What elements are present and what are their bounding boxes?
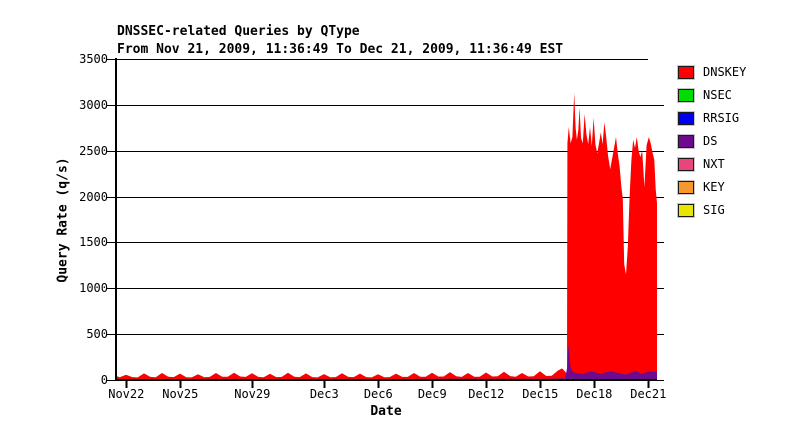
- legend-label-key: KEY: [703, 180, 725, 194]
- legend-label-nsec: NSEC: [703, 88, 732, 102]
- x-tick-label-nov25: Nov25: [162, 387, 199, 401]
- legend-label-nxt: NXT: [703, 157, 725, 171]
- legend-item-dnskey: DNSKEY: [677, 65, 747, 80]
- legend-swatch-sig: [677, 203, 695, 218]
- legend-item-ds: DS: [677, 134, 746, 149]
- chart-subtitle: From Nov 21, 2009, 11:36:49 To Dec 21, 2…: [117, 42, 564, 57]
- legend-swatch-key: [677, 180, 695, 195]
- x-tick-label-dec9: Dec9: [417, 387, 447, 401]
- x-tick-label-nov22: Nov22: [108, 387, 145, 401]
- x-axis-tick-labels: Nov22 Nov25 Nov29 Dec3 Dec6 Dec9 Dec12 Dec15 Dec…: [0, 388, 798, 402]
- x-tick-label-dec3: Dec3: [309, 387, 339, 401]
- x-tick-label-dec15: Dec15: [522, 387, 559, 401]
- area-ds: [117, 345, 657, 380]
- y-tick-label-2000: 2000: [79, 189, 108, 204]
- y-tick-label-2500: 2500: [79, 143, 108, 158]
- y-tick-label-3000: 3000: [79, 97, 108, 112]
- legend-label-ds: DS: [703, 134, 718, 148]
- legend-swatch-dnskey: [677, 65, 695, 80]
- y-tick-label-1500: 1500: [79, 235, 108, 250]
- x-tick-label-dec12: Dec12: [468, 387, 505, 401]
- legend-label-sig: SIG: [703, 203, 725, 217]
- y-tick-label-0: 0: [100, 373, 108, 387]
- legend-swatch-ds: [677, 134, 695, 149]
- legend-item-sig: SIG: [677, 203, 746, 218]
- x-tick-label-nov29: Nov29: [234, 387, 271, 401]
- legend-item-nxt: NXT: [677, 157, 746, 172]
- y-tick-label-1000: 1000: [79, 281, 108, 296]
- legend-item-key: KEY: [677, 180, 746, 195]
- legend-swatch-nsec: [677, 88, 695, 103]
- legend-label-dnskey: DNSKEY: [703, 65, 747, 79]
- legend: DNSKEY NSEC RRSIG DS NXT KEY SIG: [677, 65, 747, 227]
- area-dnskey: [117, 92, 657, 381]
- chart-title: DNSSEC-related Queries by QType: [117, 24, 360, 39]
- y-axis-tick-labels: 3500 3000 2500 2000 1500 1000 500 0: [0, 0, 108, 446]
- legend-label-rrsig: RRSIG: [703, 111, 740, 125]
- y-tick-label-500: 500: [86, 327, 108, 342]
- x-axis-title: Date: [370, 404, 402, 419]
- x-tick-label-dec6: Dec6: [363, 387, 393, 401]
- x-tick-label-dec18: Dec18: [576, 387, 613, 401]
- legend-item-rrsig: RRSIG: [677, 111, 746, 126]
- y-tick-label-3500: 3500: [79, 52, 108, 66]
- legend-swatch-rrsig: [677, 111, 695, 126]
- x-tick-label-dec21: Dec21: [630, 387, 667, 401]
- legend-item-nsec: NSEC: [677, 88, 746, 103]
- legend-swatch-nxt: [677, 157, 695, 172]
